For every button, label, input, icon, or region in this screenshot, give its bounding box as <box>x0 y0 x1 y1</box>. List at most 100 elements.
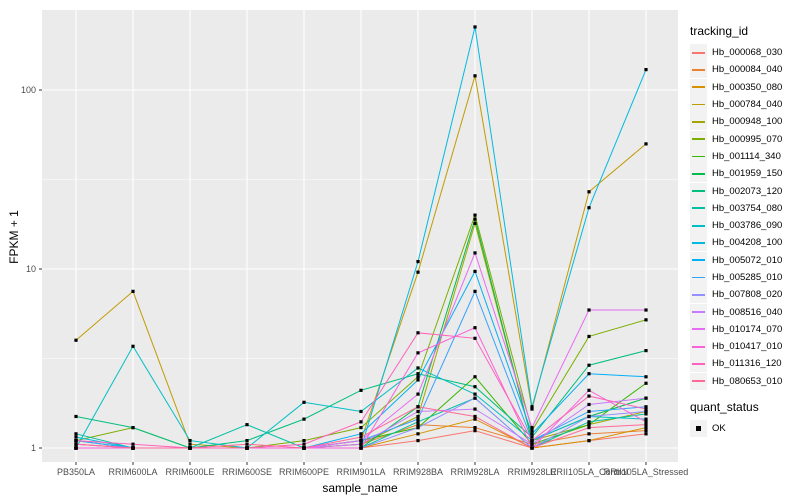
data-point <box>416 351 420 355</box>
legend-key-line-icon <box>692 345 705 348</box>
x-tick-label: RRIM928LA <box>450 467 500 477</box>
data-point <box>587 206 591 210</box>
legend-item-label: OK <box>712 423 726 435</box>
x-tick-label: RRIM600PE <box>278 467 330 477</box>
legend-key-box <box>690 286 707 304</box>
data-point <box>644 349 648 353</box>
data-point <box>644 405 648 409</box>
data-point <box>473 289 477 293</box>
data-point <box>416 366 420 370</box>
data-point <box>416 417 420 421</box>
data-point <box>416 423 420 427</box>
data-point <box>74 338 78 342</box>
legend-key-box <box>690 96 707 114</box>
legend-item: Hb_005285_010 <box>690 269 800 286</box>
legend-item-label: Hb_010174_070 <box>712 323 783 335</box>
data-point <box>473 336 477 340</box>
data-point <box>587 423 591 427</box>
legend-key-line-icon <box>692 363 705 365</box>
data-point <box>530 429 534 433</box>
data-point <box>473 385 477 389</box>
data-point <box>302 442 306 446</box>
legend-key-line-icon <box>692 69 705 71</box>
legend-item-label: Hb_001959_150 <box>712 168 783 180</box>
data-point <box>131 442 135 446</box>
data-point <box>245 442 249 446</box>
legend-key-line-icon <box>692 190 705 192</box>
legend-item: Hb_008516_040 <box>690 303 800 321</box>
data-point <box>473 269 477 273</box>
data-point <box>587 432 591 436</box>
data-point <box>416 259 420 264</box>
data-point <box>359 426 363 430</box>
legend-key-line-icon <box>692 138 705 141</box>
data-point <box>416 331 420 335</box>
legend-item: Hb_000784_040 <box>690 96 800 114</box>
data-point <box>644 142 648 146</box>
legend-key-box <box>690 251 707 269</box>
data-point <box>416 438 420 443</box>
legend-item-label: Hb_005285_010 <box>712 272 783 283</box>
data-point <box>587 409 591 414</box>
data-point <box>188 446 192 450</box>
legend-item: Hb_007808_020 <box>690 286 800 304</box>
legend-key-box <box>690 320 707 338</box>
data-point <box>473 396 477 400</box>
data-point <box>131 344 135 348</box>
data-point <box>302 446 306 450</box>
legend-key-line-icon <box>692 328 705 331</box>
data-point <box>644 429 648 433</box>
legend-item-label: Hb_000948_100 <box>712 116 783 128</box>
data-point <box>473 407 477 411</box>
data-point <box>530 435 534 439</box>
data-point <box>359 432 363 436</box>
legend-items: Hb_000068_030 Hb_000084_040 Hb_000350_08… <box>690 44 800 390</box>
data-point <box>644 308 648 312</box>
data-point <box>644 412 648 416</box>
data-point <box>473 25 477 29</box>
legend-item-label: Hb_003786_090 <box>712 220 783 232</box>
data-point <box>473 417 477 421</box>
legend-key-line-icon <box>692 172 705 175</box>
legend-key-line-icon <box>692 380 705 383</box>
legend-key-box <box>690 355 707 373</box>
data-point <box>416 405 420 409</box>
data-point <box>587 190 591 194</box>
data-point <box>587 438 591 443</box>
legend-item: Hb_000084_040 <box>690 61 800 79</box>
legend-item: Hb_003754_080 <box>690 199 800 217</box>
legend-item-label: Hb_000084_040 <box>712 64 783 76</box>
legend-key-line-icon <box>692 276 705 279</box>
legend: tracking_id Hb_000068_030 Hb_000084_040 … <box>690 24 800 438</box>
legend-item-label: Hb_011316_120 <box>712 358 782 370</box>
x-tick-label: RRIM928LE <box>507 467 557 477</box>
legend-key-box <box>690 372 707 390</box>
legend-item: Hb_080653_010 <box>690 372 800 390</box>
x-tick-label: RRII105LA_Control <box>549 467 629 477</box>
legend-item-label: Hb_000784_040 <box>712 99 783 111</box>
data-point <box>245 446 249 450</box>
data-point <box>530 438 534 443</box>
data-point <box>587 363 591 367</box>
legend-key-line-icon <box>692 51 705 54</box>
data-point <box>302 400 306 404</box>
legend-item-label: Hb_002073_120 <box>712 185 783 197</box>
data-point <box>473 426 477 430</box>
data-point <box>359 435 363 439</box>
legend-key-box <box>690 113 707 131</box>
legend-item: Hb_004208_100 <box>690 234 800 252</box>
data-point <box>644 381 648 385</box>
data-point <box>473 326 477 330</box>
x-tick-label: RRIM600SE <box>221 467 273 477</box>
y-axis-title: FPKM + 1 <box>7 210 21 264</box>
legend-key-line-icon <box>692 242 705 244</box>
legend-quant-status-block: quant_status OK <box>690 399 800 438</box>
data-point <box>359 420 363 424</box>
x-axis-title: sample_name <box>322 481 398 495</box>
legend-key-box <box>690 420 707 438</box>
data-point <box>473 213 477 217</box>
data-point <box>530 446 534 450</box>
legend-item: Hb_002073_120 <box>690 182 800 200</box>
data-point <box>587 414 591 419</box>
legend-title-quant-status: quant_status <box>690 399 759 414</box>
